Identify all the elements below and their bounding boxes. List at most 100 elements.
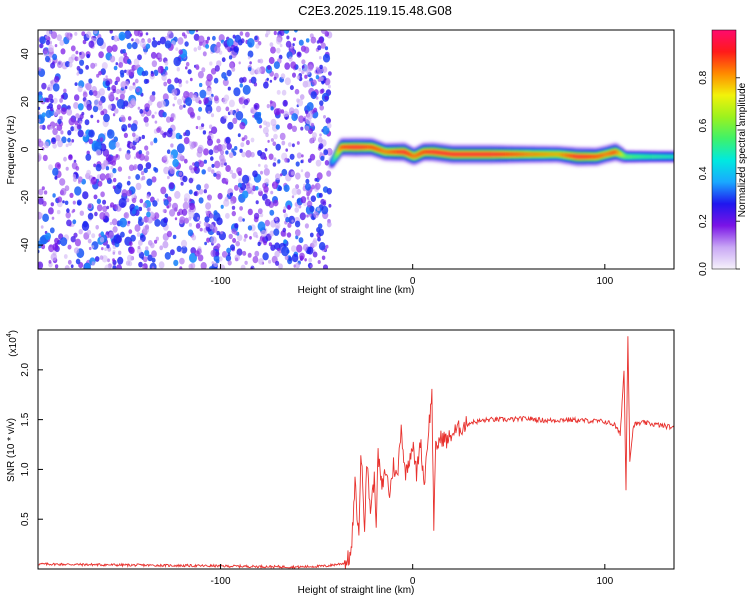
noise-blob: [90, 176, 97, 185]
noise-blob: [50, 253, 57, 262]
noise-blob: [209, 81, 212, 86]
noise-blob: [280, 73, 286, 80]
noise-blob: [72, 200, 76, 205]
noise-blob: [208, 149, 214, 156]
noise-blob: [233, 87, 241, 97]
noise-blob: [181, 208, 188, 216]
noise-blob: [260, 229, 267, 238]
noise-blob: [151, 250, 157, 258]
noise-blob: [39, 43, 44, 49]
noise-blob: [178, 82, 183, 88]
noise-blob: [64, 265, 70, 269]
colorbar-gradient: [711, 29, 737, 270]
noise-blob: [230, 200, 234, 205]
noise-blob: [188, 30, 195, 35]
noise-blob: [133, 164, 138, 170]
noise-blob: [133, 58, 140, 66]
noise-blob: [309, 232, 314, 238]
noise-blob: [84, 262, 91, 269]
noise-blob: [113, 136, 118, 143]
noise-blob: [183, 104, 186, 108]
noise-blob: [112, 258, 115, 262]
noise-blob: [74, 94, 80, 101]
noise-blob: [310, 36, 317, 44]
noise-blob: [179, 216, 186, 224]
noise-blob: [205, 44, 210, 49]
noise-blob: [284, 62, 291, 70]
noise-blob: [296, 98, 300, 103]
noise-blob: [281, 168, 288, 177]
noise-blob: [110, 165, 114, 170]
noise-blob: [172, 234, 177, 240]
noise-blob: [137, 245, 141, 250]
noise-blob: [91, 261, 96, 266]
y-tick-label: 40: [20, 48, 31, 60]
noise-blob: [70, 45, 76, 52]
noise-blob: [250, 107, 256, 114]
noise-blob: [179, 104, 183, 110]
noise-blob: [234, 146, 238, 151]
noise-blob: [154, 111, 157, 115]
noise-blob: [129, 247, 135, 254]
noise-blob: [327, 84, 331, 89]
noise-blob: [195, 30, 199, 33]
noise-blob: [189, 111, 196, 119]
noise-blob: [127, 175, 131, 180]
y-tick-label: 0.5: [20, 512, 31, 526]
noise-blob: [74, 56, 79, 62]
noise-blob: [309, 153, 316, 161]
noise-blob: [86, 229, 92, 236]
noise-blob: [225, 254, 232, 262]
noise-blob: [52, 83, 60, 92]
noise-blob: [174, 77, 180, 84]
noise-blob: [150, 242, 155, 249]
noise-blob: [70, 126, 75, 132]
noise-blob: [72, 177, 77, 183]
noise-blob: [214, 160, 221, 169]
noise-blob: [120, 72, 125, 78]
noise-blob: [150, 51, 157, 59]
noise-blob: [279, 43, 283, 48]
noise-blob: [120, 231, 125, 238]
noise-blob: [166, 129, 173, 138]
noise-blob: [157, 53, 163, 59]
noise-blob: [93, 141, 102, 152]
noise-blob: [111, 44, 118, 52]
noise-blob: [242, 190, 249, 199]
noise-blob: [199, 89, 207, 99]
x-tick-label: 0: [410, 276, 416, 287]
noise-blob: [124, 86, 128, 90]
noise-blob: [304, 74, 308, 79]
noise-blob: [96, 73, 100, 78]
noise-blob: [289, 107, 295, 114]
noise-blob: [188, 189, 193, 195]
noise-blob: [152, 200, 158, 207]
noise-blob: [320, 30, 327, 34]
noise-blob: [206, 87, 212, 96]
noise-blob: [93, 99, 101, 107]
noise-blob: [249, 236, 252, 240]
noise-blob: [56, 60, 63, 69]
noise-blob: [95, 163, 102, 172]
noise-blob: [105, 154, 112, 162]
noise-blob: [240, 264, 246, 269]
noise-blob: [324, 46, 329, 51]
noise-blob: [301, 59, 306, 65]
noise-blob: [250, 266, 253, 269]
noise-blob: [210, 249, 217, 258]
noise-blob: [62, 200, 65, 204]
noise-blob: [81, 111, 85, 116]
noise-blob: [99, 212, 106, 220]
noise-blob: [163, 199, 169, 206]
noise-blob: [220, 204, 224, 209]
noise-blob: [298, 204, 302, 209]
noise-blob: [103, 159, 108, 166]
noise-blob: [171, 202, 179, 211]
noise-blob: [96, 119, 100, 124]
noise-blob: [225, 106, 230, 112]
noise-blob: [173, 96, 177, 101]
noise-blob: [143, 167, 148, 174]
noise-blob: [104, 264, 111, 269]
noise-blob: [305, 117, 312, 125]
noise-blob: [180, 181, 184, 186]
